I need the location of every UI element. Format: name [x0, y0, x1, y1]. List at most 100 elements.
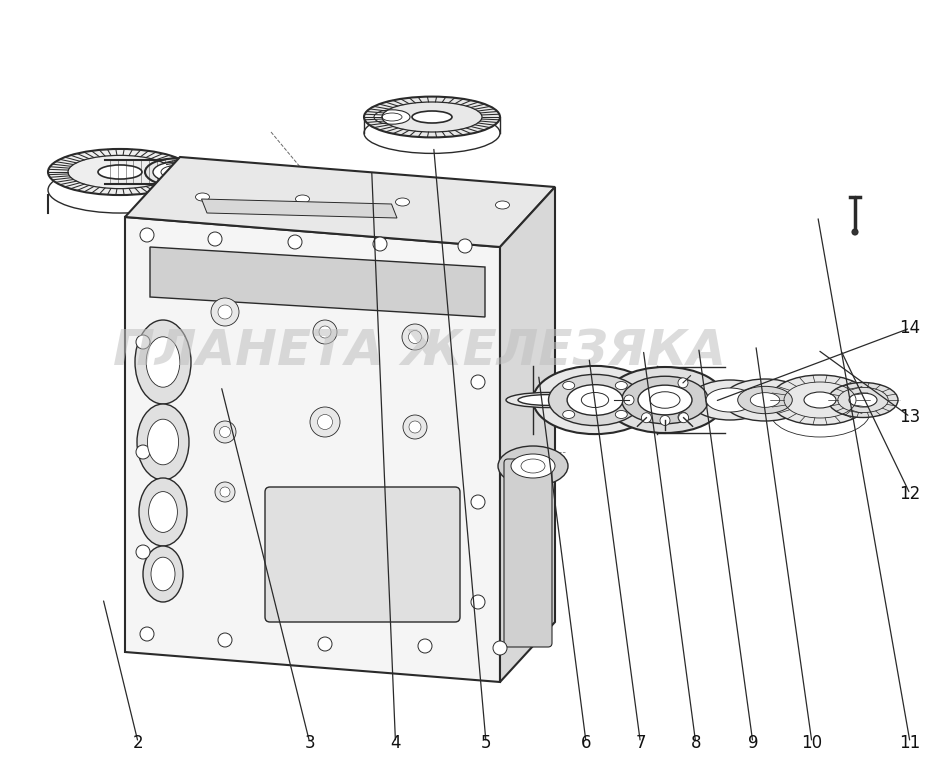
- Ellipse shape: [150, 557, 175, 591]
- Ellipse shape: [581, 392, 608, 408]
- Polygon shape: [125, 217, 500, 682]
- Ellipse shape: [161, 166, 188, 178]
- Ellipse shape: [139, 478, 187, 546]
- Ellipse shape: [621, 376, 707, 424]
- Ellipse shape: [649, 391, 680, 408]
- Ellipse shape: [98, 165, 142, 179]
- Ellipse shape: [135, 320, 190, 404]
- Polygon shape: [500, 187, 554, 682]
- Circle shape: [624, 395, 633, 405]
- Circle shape: [288, 235, 302, 249]
- Circle shape: [136, 445, 149, 459]
- Circle shape: [210, 298, 239, 326]
- Circle shape: [641, 413, 651, 423]
- Text: 13: 13: [899, 408, 920, 426]
- Polygon shape: [201, 199, 397, 218]
- Ellipse shape: [737, 386, 791, 414]
- Ellipse shape: [562, 411, 574, 418]
- Text: 4: 4: [389, 733, 401, 752]
- Circle shape: [470, 495, 485, 509]
- Ellipse shape: [146, 337, 180, 388]
- Circle shape: [372, 237, 387, 251]
- Text: ПЛАНЕТА ЖЕЛЕЗЯКА: ПЛАНЕТА ЖЕЛЕЗЯКА: [112, 327, 725, 375]
- Ellipse shape: [195, 193, 209, 201]
- Ellipse shape: [143, 546, 183, 602]
- Ellipse shape: [705, 388, 753, 412]
- Ellipse shape: [803, 392, 835, 408]
- Ellipse shape: [521, 459, 545, 473]
- Circle shape: [140, 627, 154, 641]
- Ellipse shape: [149, 492, 177, 533]
- Circle shape: [218, 305, 231, 319]
- Circle shape: [458, 239, 471, 253]
- Ellipse shape: [498, 446, 567, 486]
- Ellipse shape: [605, 367, 724, 433]
- Ellipse shape: [562, 381, 574, 390]
- Circle shape: [677, 412, 687, 422]
- Ellipse shape: [411, 111, 451, 123]
- Ellipse shape: [566, 384, 623, 415]
- Text: 14: 14: [899, 319, 920, 337]
- Polygon shape: [125, 157, 554, 247]
- Circle shape: [136, 545, 149, 559]
- Circle shape: [470, 375, 485, 389]
- Ellipse shape: [723, 379, 806, 421]
- Ellipse shape: [548, 374, 641, 425]
- Circle shape: [312, 320, 337, 344]
- Text: 2: 2: [132, 733, 144, 752]
- Ellipse shape: [145, 158, 205, 185]
- Circle shape: [136, 335, 149, 349]
- Polygon shape: [149, 247, 485, 317]
- Circle shape: [318, 637, 331, 651]
- Circle shape: [220, 487, 229, 497]
- Text: 3: 3: [304, 733, 315, 752]
- Circle shape: [319, 326, 330, 338]
- Circle shape: [214, 421, 236, 443]
- Ellipse shape: [506, 392, 589, 408]
- Circle shape: [403, 415, 426, 439]
- Text: 9: 9: [746, 733, 758, 752]
- Ellipse shape: [495, 201, 509, 209]
- FancyBboxPatch shape: [265, 487, 460, 622]
- Ellipse shape: [615, 381, 626, 390]
- Circle shape: [218, 633, 231, 647]
- Ellipse shape: [366, 107, 418, 127]
- Text: 10: 10: [801, 733, 822, 752]
- Text: 12: 12: [899, 485, 920, 503]
- Ellipse shape: [148, 419, 178, 465]
- Ellipse shape: [48, 149, 191, 195]
- Ellipse shape: [532, 366, 656, 434]
- Circle shape: [492, 641, 506, 655]
- Circle shape: [678, 413, 688, 423]
- Ellipse shape: [827, 382, 897, 418]
- Ellipse shape: [201, 164, 245, 181]
- Ellipse shape: [510, 454, 554, 478]
- Text: 5: 5: [480, 733, 491, 752]
- Text: 8: 8: [689, 733, 701, 752]
- Ellipse shape: [518, 394, 578, 405]
- Circle shape: [408, 421, 421, 433]
- Circle shape: [208, 232, 222, 246]
- Circle shape: [402, 324, 427, 350]
- Ellipse shape: [295, 195, 309, 203]
- Ellipse shape: [137, 404, 188, 480]
- Circle shape: [215, 482, 235, 502]
- Ellipse shape: [153, 162, 197, 182]
- Circle shape: [317, 415, 332, 429]
- Ellipse shape: [395, 198, 409, 206]
- Text: 11: 11: [899, 733, 920, 752]
- Circle shape: [309, 407, 340, 437]
- Ellipse shape: [615, 411, 626, 418]
- Ellipse shape: [364, 96, 500, 137]
- Circle shape: [418, 639, 431, 653]
- Circle shape: [219, 426, 230, 438]
- Ellipse shape: [769, 375, 869, 425]
- Text: 6: 6: [580, 733, 591, 752]
- Ellipse shape: [637, 385, 691, 415]
- Ellipse shape: [689, 380, 769, 420]
- Ellipse shape: [382, 113, 402, 121]
- Ellipse shape: [848, 393, 876, 407]
- Circle shape: [677, 378, 687, 388]
- Ellipse shape: [214, 168, 231, 175]
- Circle shape: [660, 415, 669, 425]
